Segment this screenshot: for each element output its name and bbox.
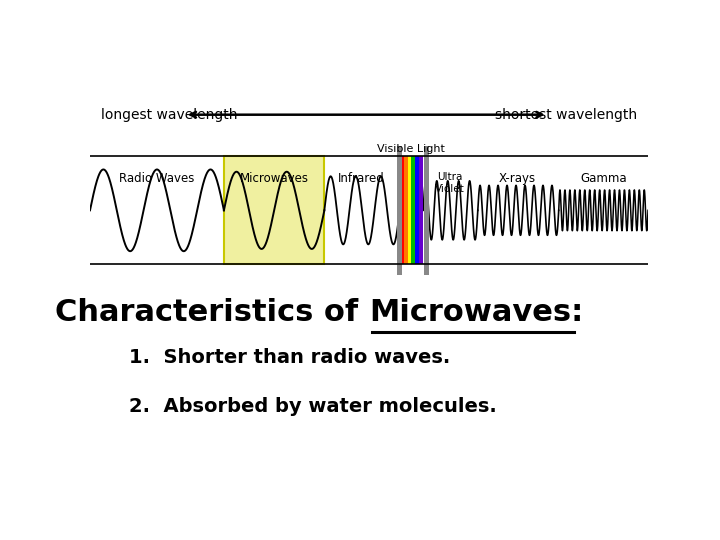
Text: Microwaves: Microwaves [240,172,309,186]
Text: Gamma: Gamma [580,172,626,186]
Text: X-rays: X-rays [498,172,536,186]
Text: 1.  Shorter than radio waves.: 1. Shorter than radio waves. [129,348,450,367]
Text: 2.  Absorbed by water molecules.: 2. Absorbed by water molecules. [129,397,497,416]
Text: Microwaves:: Microwaves: [369,298,583,327]
Bar [419,156,423,265]
Bar [400,156,404,265]
Bar [408,156,411,265]
Bar [397,146,402,275]
Text: Infrared: Infrared [338,172,385,186]
Bar [90,156,648,265]
Text: shortest wavelength: shortest wavelength [495,107,637,122]
Text: Radio Waves: Radio Waves [120,172,194,186]
Bar [424,146,429,275]
Bar [404,156,408,265]
Text: Visible Light: Visible Light [377,144,446,154]
Bar [224,156,324,265]
Bar [411,156,415,265]
Text: Characteristics of: Characteristics of [55,298,369,327]
Text: longest wavelength: longest wavelength [101,107,238,122]
Bar [415,156,419,265]
Text: Ultra
Violet: Ultra Violet [435,172,465,194]
